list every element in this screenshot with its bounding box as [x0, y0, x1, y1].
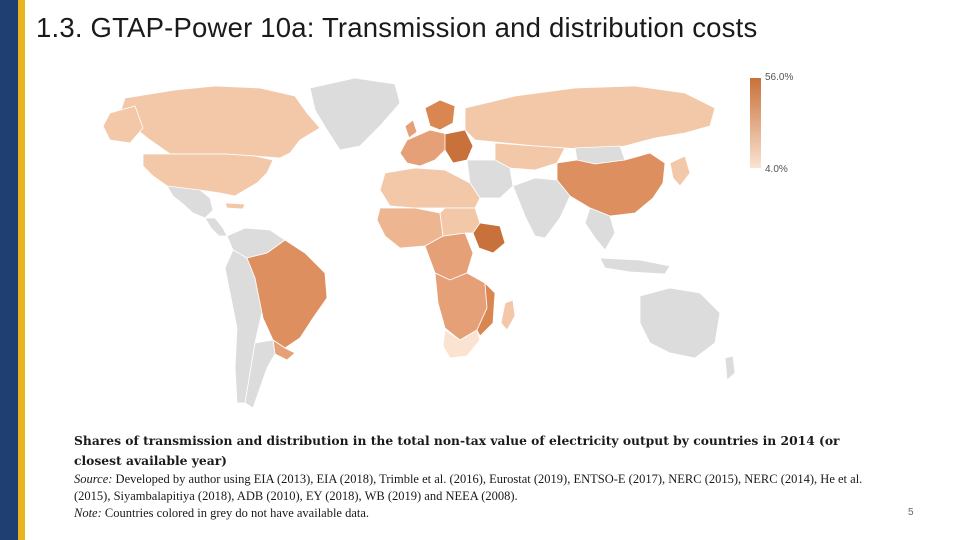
- region-mozambique: [476, 281, 496, 337]
- region-argentina: [244, 339, 276, 409]
- region-japan-korea: [669, 155, 691, 187]
- legend-max-label: 56.0%: [765, 72, 794, 83]
- region-australia: [639, 287, 721, 359]
- region-western-europe: [399, 129, 448, 167]
- color-legend: 56.0% 4.0%: [750, 72, 810, 177]
- caption-source-text: Developed by author using EIA (2013), EI…: [74, 472, 863, 503]
- caption-source: Source: Developed by author using EIA (2…: [74, 471, 864, 505]
- region-china: [556, 152, 666, 217]
- page-number: 5: [908, 507, 914, 518]
- region-alaska: [102, 105, 144, 144]
- region-ethiopia: [472, 222, 506, 254]
- figure-caption: Shares of transmission and distribution …: [74, 431, 864, 522]
- region-usa: [142, 153, 274, 197]
- region-indonesia: [599, 257, 671, 275]
- region-south-africa: [442, 329, 481, 359]
- region-uk: [404, 119, 418, 139]
- region-madagascar: [500, 299, 516, 331]
- legend-gradient-bar: [750, 78, 761, 168]
- region-canada: [119, 85, 321, 159]
- caption-source-label: Source:: [74, 472, 113, 486]
- region-north-africa: [379, 167, 481, 209]
- region-southeast-asia: [584, 207, 616, 251]
- region-east-africa: [439, 207, 481, 237]
- region-brazil: [246, 239, 328, 349]
- world-map-svg: [102, 77, 736, 409]
- accent-bar-blue: [0, 0, 18, 540]
- legend-min-label: 4.0%: [765, 164, 788, 175]
- region-new-zealand: [724, 355, 736, 381]
- caption-note-text: Countries colored in grey do not have av…: [104, 506, 370, 520]
- region-greenland: [309, 77, 401, 151]
- caption-main-text: Shares of transmission and distribution …: [74, 433, 840, 468]
- caption-note-label: Note:: [74, 506, 102, 520]
- region-south-asia: [512, 177, 571, 239]
- world-map: [95, 68, 745, 418]
- accent-bar-gold: [18, 0, 25, 540]
- region-scandinavia: [424, 99, 456, 131]
- slide-title: 1.3. GTAP-Power 10a: Transmission and di…: [36, 12, 758, 43]
- region-eastern-europe: [444, 129, 474, 164]
- region-central-america: [204, 217, 228, 237]
- region-caribbean: [224, 202, 246, 210]
- caption-note: Note: Countries colored in grey do not h…: [74, 505, 864, 522]
- region-russia: [464, 85, 716, 151]
